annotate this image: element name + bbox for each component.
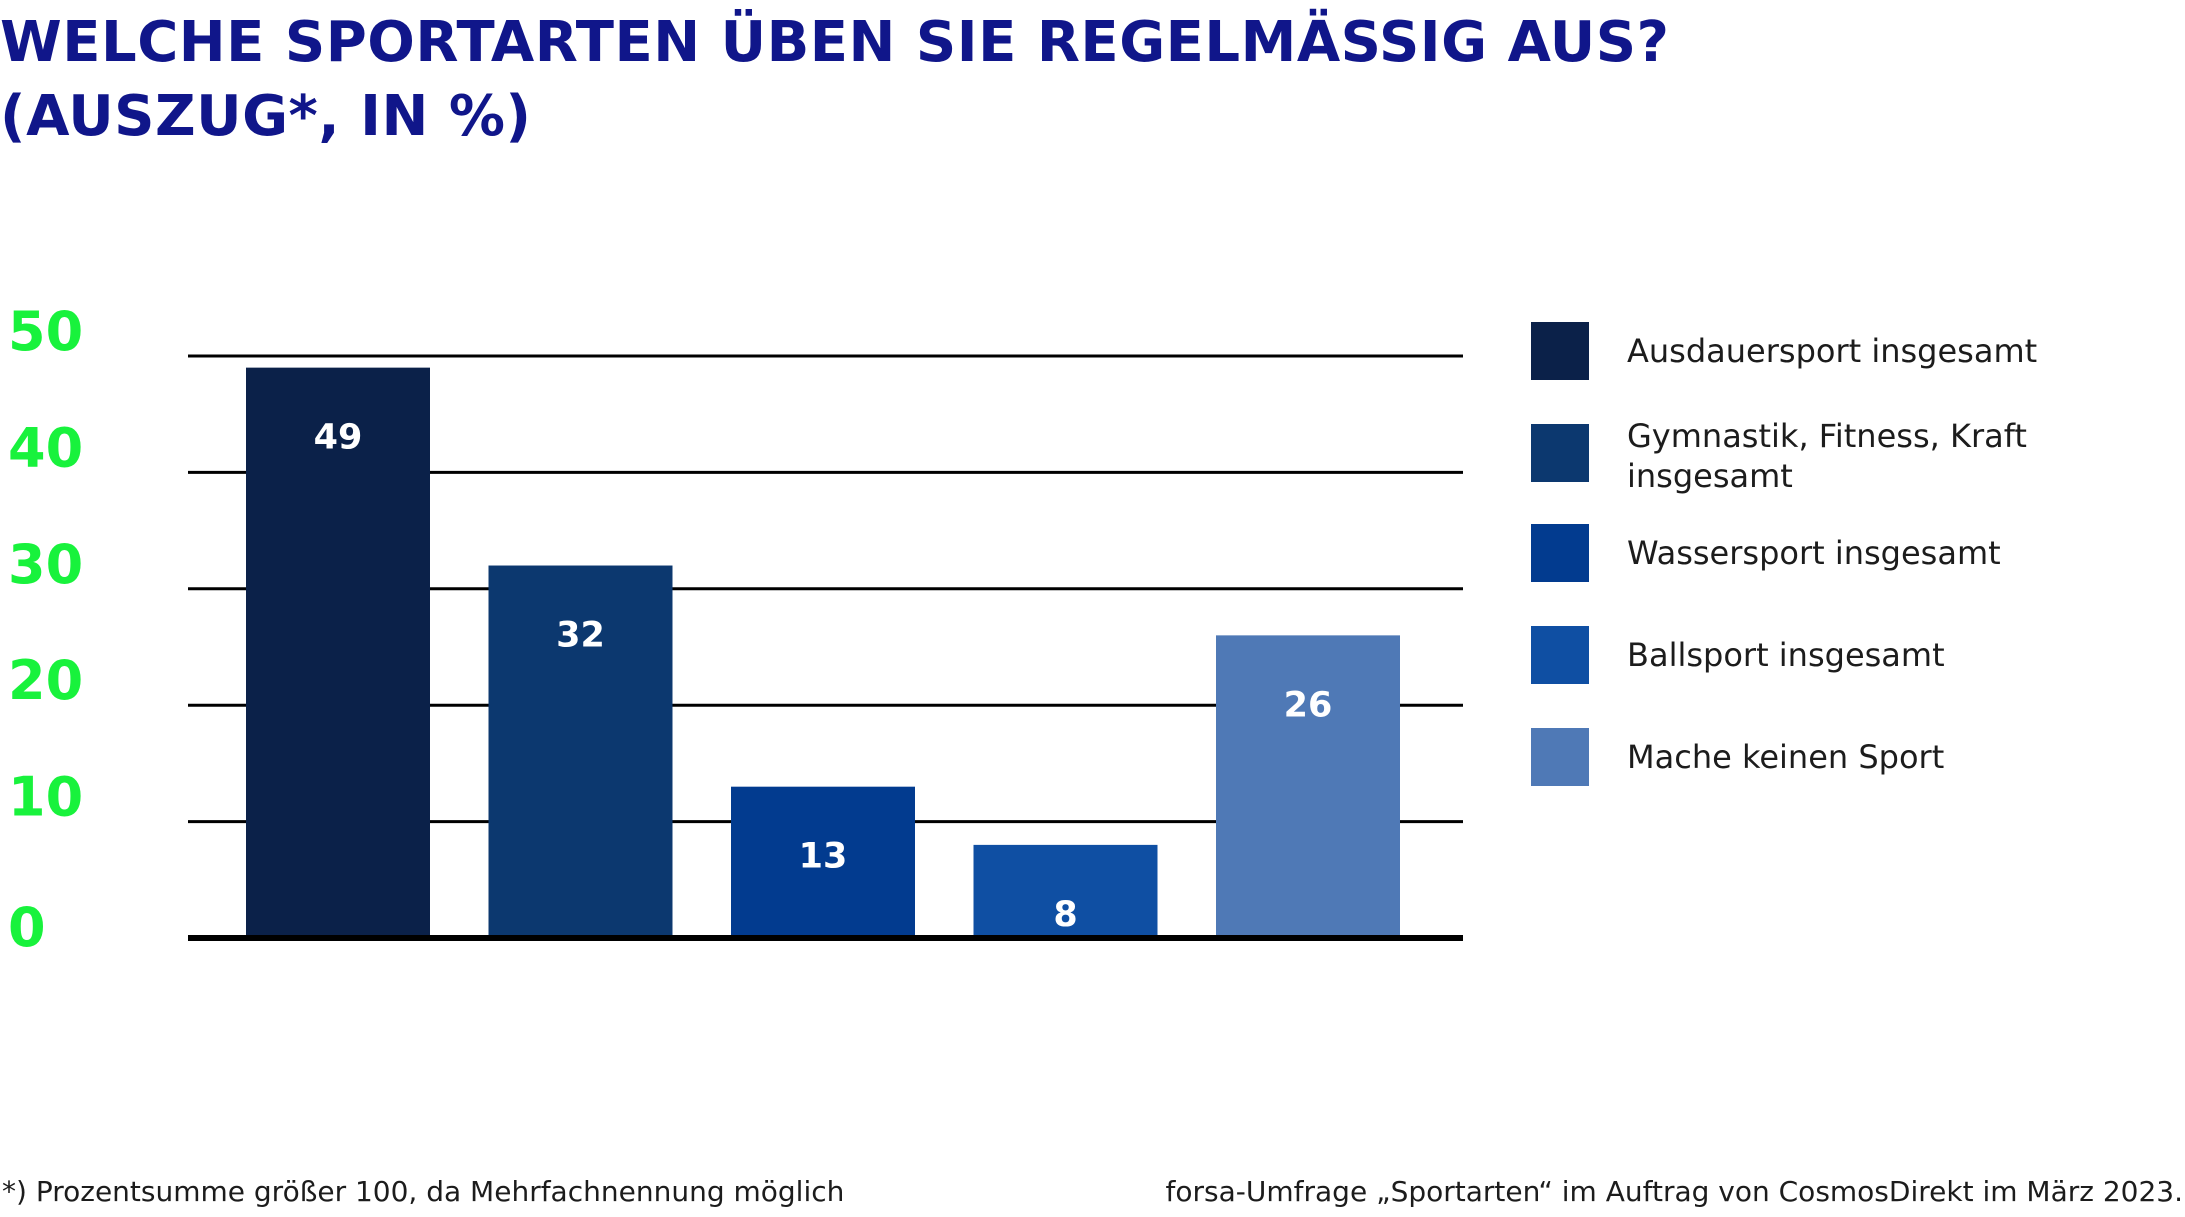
bar-value-label-1: 49: [314, 418, 363, 458]
legend-label-5: Mache keinen Sport: [1627, 738, 1944, 776]
legend-swatch-2: [1531, 424, 1589, 482]
legend-label-2-line-1: Gymnastik, Fitness, Kraft: [1627, 417, 2027, 455]
bar-value-label-2: 32: [556, 616, 605, 656]
bar-value-labels: 49 32 13 8 26: [314, 418, 1333, 935]
legend-label-1: Ausdauersport insgesamt: [1627, 332, 2037, 370]
title-line-2: (AUSZUG*, IN %): [0, 84, 532, 149]
footnote-left: *) Prozentsumme größer 100, da Mehrfachn…: [2, 1175, 845, 1208]
bar-1: [246, 367, 430, 938]
title-line-1: WELCHE SPORTARTEN ÜBEN SIE REGELMÄSSIG A…: [0, 10, 1670, 75]
legend-swatch-1: [1531, 322, 1589, 380]
legend-swatch-3: [1531, 524, 1589, 582]
legend-swatch-5: [1531, 728, 1589, 786]
legend-label-2-line-2: insgesamt: [1627, 457, 1793, 495]
y-axis-ticks: 0 10 20 30 40 50: [8, 300, 83, 959]
y-tick-label-30: 30: [8, 533, 83, 596]
bar-4: [973, 844, 1158, 938]
bar-value-label-3: 13: [799, 837, 848, 877]
bar-3: [731, 786, 915, 938]
footnote-source: forsa-Umfrage „Sportarten“ im Auftrag vo…: [1165, 1175, 2183, 1208]
legend: Ausdauersport insgesamt Gymnastik, Fitnes…: [1531, 322, 2037, 786]
y-tick-label-40: 40: [8, 416, 83, 479]
y-tick-label-10: 10: [8, 766, 83, 829]
y-tick-label-50: 50: [8, 300, 83, 363]
bar-5: [1216, 635, 1400, 938]
bar-value-label-5: 26: [1284, 685, 1333, 725]
bar-value-label-4: 8: [1053, 895, 1077, 935]
chart-title: WELCHE SPORTARTEN ÜBEN SIE REGELMÄSSIG A…: [0, 6, 1900, 154]
legend-label-4: Ballsport insgesamt: [1627, 636, 1945, 674]
legend-label-3: Wassersport insgesamt: [1627, 534, 2001, 572]
bars: [246, 367, 1400, 938]
y-tick-label-20: 20: [8, 649, 83, 712]
legend-swatch-4: [1531, 626, 1589, 684]
y-tick-label-0: 0: [8, 896, 46, 959]
bar-2: [488, 565, 673, 938]
